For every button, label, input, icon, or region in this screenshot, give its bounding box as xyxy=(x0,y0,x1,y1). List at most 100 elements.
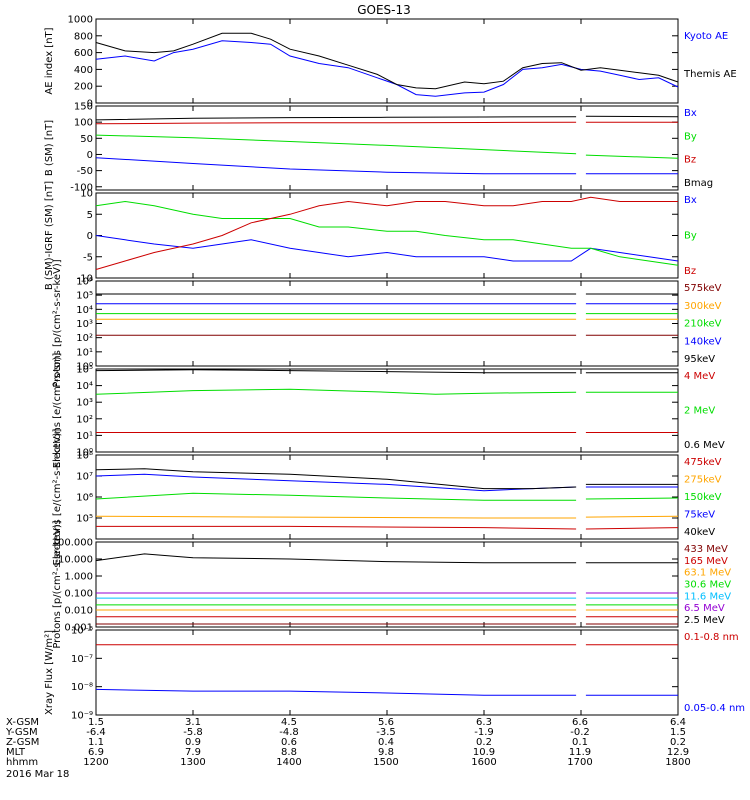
legend-label: Bmag xyxy=(684,178,713,189)
y-tick-label: 10⁷ xyxy=(76,472,93,483)
y-tick-label: 10⁸ xyxy=(76,451,93,462)
ephemeris-value: 1500 xyxy=(373,757,398,768)
panel-4: 10⁰ 10¹ 10² 10³ 10⁴ 10⁵ 10⁶ Protons [p/(cm²-s-s… xyxy=(52,259,722,387)
y-tick-label: 5 xyxy=(87,210,93,221)
legend-label: 275keV xyxy=(684,475,722,486)
panel-frame xyxy=(95,18,679,104)
y-tick-label: 400 xyxy=(74,65,93,76)
y-tick-label: 10.000 xyxy=(58,555,93,566)
legend-label: 575keV xyxy=(684,283,722,294)
legend-label: 210keV xyxy=(684,319,722,330)
legend-label: 0.05-0.4 nm xyxy=(684,703,745,714)
ephemeris-value: 0.2 xyxy=(476,737,492,748)
legend-label: 75keV xyxy=(684,510,715,521)
legend-label: By xyxy=(684,131,697,142)
y-tick-label: 100 xyxy=(74,118,93,129)
ephemeris-value: 10.9 xyxy=(473,747,495,758)
y-axis-label: AE index [nT] xyxy=(44,27,55,94)
ephemeris-value: 5.6 xyxy=(378,717,394,728)
series-line-kyoto-ae xyxy=(95,40,679,97)
y-axis-label: B (SM)-IGRF (SM) [nT] xyxy=(44,181,55,290)
y-tick-label: 1.000 xyxy=(64,572,93,583)
y-tick-label: 10¹ xyxy=(76,431,93,442)
ephemeris-value: 0.6 xyxy=(281,737,297,748)
y-axis-label: Xray Flux [W/m²] xyxy=(44,630,55,715)
legend-label: 63.1 MeV xyxy=(684,568,731,579)
ephemeris-value: 7.9 xyxy=(185,747,201,758)
legend-label: Kyoto AE xyxy=(684,31,728,42)
series-line-by xyxy=(95,200,679,266)
ephemeris-value: -6.4 xyxy=(86,727,106,738)
legend-label: Themis AE xyxy=(683,69,737,80)
ephemeris-value: 6.3 xyxy=(476,717,492,728)
y-tick-label: -50 xyxy=(77,166,93,177)
ephemeris-value: 0.4 xyxy=(378,737,394,748)
legend-label: 2.5 MeV xyxy=(684,615,725,626)
ephemeris-value: 1.5 xyxy=(670,727,686,738)
panel-2: 150 100 50 0 -50 -100 B (SM) [nT] Bx By Bz Bmag xyxy=(44,102,713,194)
ephemeris-value: 1800 xyxy=(665,757,690,768)
y-tick-label: -10 xyxy=(77,274,93,285)
ephemeris-value: 1.5 xyxy=(88,717,104,728)
legend-label: 300keV xyxy=(684,301,722,312)
ephemeris-value: 6.6 xyxy=(572,717,588,728)
ephemeris-value: 1200 xyxy=(83,757,108,768)
ephemeris-value: -4.8 xyxy=(279,727,299,738)
legend-label: Bz xyxy=(684,155,696,166)
y-tick-label: 10⁶ xyxy=(76,277,93,288)
y-tick-label: 0 xyxy=(87,99,93,110)
legend-label: 11.6 MeV xyxy=(684,591,731,602)
y-tick-label: 10⁰ xyxy=(76,448,93,459)
series-line-2-5-mev xyxy=(95,553,577,564)
y-tick-label: 0.100 xyxy=(64,589,93,600)
legend-label: 475keV xyxy=(684,457,722,468)
panel-frame xyxy=(95,368,679,453)
y-tick-label: 200 xyxy=(74,82,93,93)
y-tick-label: 10¹ xyxy=(76,347,93,358)
series-line-475kev xyxy=(585,527,679,530)
ephemeris-value: 6.4 xyxy=(670,717,686,728)
y-axis-label: B (SM) [nT] xyxy=(44,120,55,176)
legend-label: 433 MeV xyxy=(684,544,728,555)
legend-label: 2 MeV xyxy=(684,406,715,417)
legend-label: 150keV xyxy=(684,492,722,503)
series-line-150kev xyxy=(95,492,577,501)
y-tick-label: 10⁻⁹ xyxy=(71,711,93,722)
y-tick-label: 800 xyxy=(74,31,93,42)
y-tick-label: 600 xyxy=(74,48,93,59)
y-axis-label: Electrons [e/(cm²-s-sr)] xyxy=(52,353,63,469)
y-tick-label: 50 xyxy=(80,134,93,145)
y-tick-label: 10² xyxy=(76,333,93,344)
ephemeris-value: 1700 xyxy=(567,757,592,768)
y-tick-label: 0 xyxy=(87,150,93,161)
legend-label: 4 MeV xyxy=(684,371,715,382)
y-tick-label: 10³ xyxy=(76,319,93,330)
series-line-bx xyxy=(95,235,679,262)
panel-frame xyxy=(95,541,679,628)
series-line-40kev xyxy=(95,468,577,490)
y-tick-label: 10⁵ xyxy=(76,365,93,376)
ephemeris-value: 1600 xyxy=(471,757,496,768)
series-line-themis-ae xyxy=(95,32,679,90)
ephemeris-value: 0.2 xyxy=(670,737,686,748)
series-line-0-6-mev xyxy=(95,369,577,374)
y-tick-label: 150 xyxy=(74,102,93,113)
y-tick-label: -5 xyxy=(83,252,93,263)
panel-1: 1000 800 600 400 200 0 AE index [nT] Kyoto AE Th… xyxy=(44,15,737,110)
series-line-bz xyxy=(95,196,678,270)
series-line-by xyxy=(95,134,577,155)
ephemeris-value: -3.5 xyxy=(376,727,396,738)
legend-label: 0.1-0.8 nm xyxy=(684,632,739,643)
figure-title: GOES-13 xyxy=(357,3,411,17)
ephemeris-row-label: MLT xyxy=(6,747,26,758)
ephemeris-value: 9.8 xyxy=(378,747,394,758)
ephemeris-value: -5.8 xyxy=(183,727,203,738)
ephemeris-value: 1.1 xyxy=(88,737,104,748)
y-tick-label: 10⁻⁸ xyxy=(71,682,93,693)
figure-date: 2016 Mar 18 xyxy=(6,769,69,780)
y-tick-label: 1000 xyxy=(68,15,93,26)
y-tick-label: 10⁴ xyxy=(76,381,93,392)
legend-label: 95keV xyxy=(684,354,715,365)
legend-label: 30.6 MeV xyxy=(684,580,731,591)
